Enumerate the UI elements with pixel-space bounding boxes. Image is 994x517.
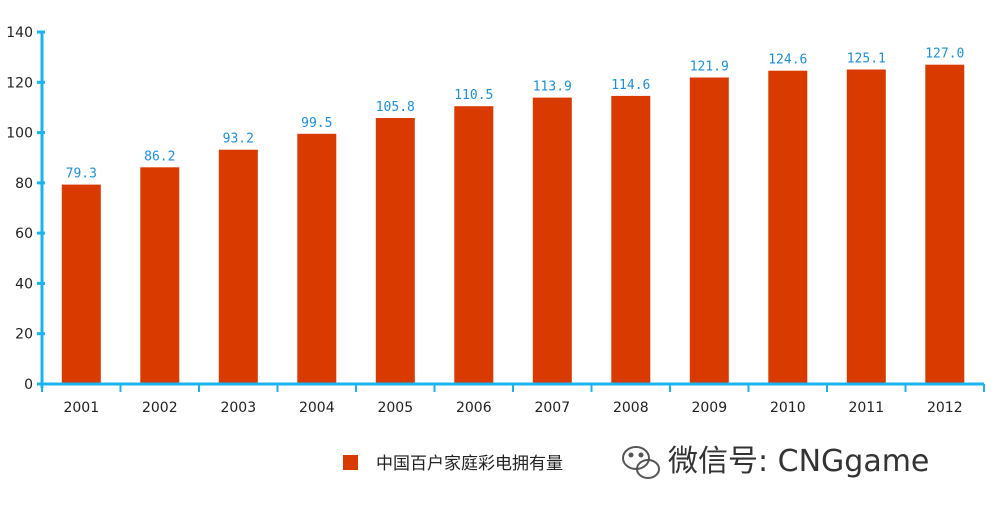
bar-2009 <box>689 77 729 384</box>
data-label-2006: 110.5 <box>454 88 493 103</box>
y-tick-label-40: 40 <box>15 276 33 292</box>
y-tick-label-100: 100 <box>6 126 33 142</box>
bar-2008 <box>611 95 651 385</box>
y-tick-label-0: 0 <box>24 377 33 393</box>
x-tick-label-2010: 2010 <box>770 400 806 416</box>
x-tick-label-2008: 2008 <box>613 400 649 416</box>
watermark: 微信号: CNGgame <box>622 444 929 479</box>
data-label-2012: 127.0 <box>925 47 964 62</box>
bar-2003 <box>218 149 258 384</box>
y-tick-label-140: 140 <box>6 25 33 41</box>
data-label-2007: 113.9 <box>533 80 572 95</box>
data-label-2005: 105.8 <box>376 100 415 115</box>
wechat-icon <box>622 446 660 479</box>
y-tick-label-60: 60 <box>15 226 33 242</box>
x-tick-label-2002: 2002 <box>142 400 178 416</box>
x-tick-label-2004: 2004 <box>299 400 335 416</box>
bar-2005 <box>375 118 415 384</box>
legend: 中国百户家庭彩电拥有量 <box>343 454 563 474</box>
x-tick-label-2005: 2005 <box>377 400 413 416</box>
watermark-text: 微信号: CNGgame <box>668 444 929 479</box>
bar-2006 <box>454 106 494 384</box>
bar-2002 <box>140 167 180 384</box>
legend-swatch <box>343 455 358 470</box>
x-tick-label-2007: 2007 <box>534 400 570 416</box>
y-tick-label-80: 80 <box>15 176 33 192</box>
data-label-2009: 121.9 <box>690 60 729 75</box>
y-tick-label-120: 120 <box>6 75 33 91</box>
data-label-2003: 93.2 <box>223 132 254 147</box>
x-tick-label-2003: 2003 <box>220 400 256 416</box>
bar-2004 <box>297 133 337 384</box>
data-label-2002: 86.2 <box>144 149 175 164</box>
labels-layer: 79.3 86.2 93.2 99.5 105.8 110.5 113.9 114.6 121.… <box>66 47 965 182</box>
legend-label: 中国百户家庭彩电拥有量 <box>376 454 563 474</box>
bar-2007 <box>532 97 572 384</box>
bar-2001 <box>61 184 101 384</box>
y-tick-label-20: 20 <box>15 327 33 343</box>
x-tick-label-2012: 2012 <box>927 400 963 416</box>
data-label-2008: 114.6 <box>611 78 650 93</box>
x-tick-label-2001: 2001 <box>63 400 99 416</box>
data-label-2011: 125.1 <box>847 52 886 67</box>
bars-layer <box>61 64 965 385</box>
bar-2010 <box>768 70 808 384</box>
data-label-2001: 79.3 <box>66 167 97 182</box>
bar-2011 <box>846 69 886 384</box>
data-label-2010: 124.6 <box>768 53 807 68</box>
axis-layer: 0 20 40 60 80 100 120 140 2001 2002 2003 2004 2005 20… <box>6 25 985 416</box>
x-tick-label-2009: 2009 <box>691 400 727 416</box>
bar-2012 <box>925 64 965 384</box>
x-tick-label-2006: 2006 <box>456 400 492 416</box>
x-tick-label-2011: 2011 <box>848 400 884 416</box>
data-label-2004: 99.5 <box>301 116 332 131</box>
